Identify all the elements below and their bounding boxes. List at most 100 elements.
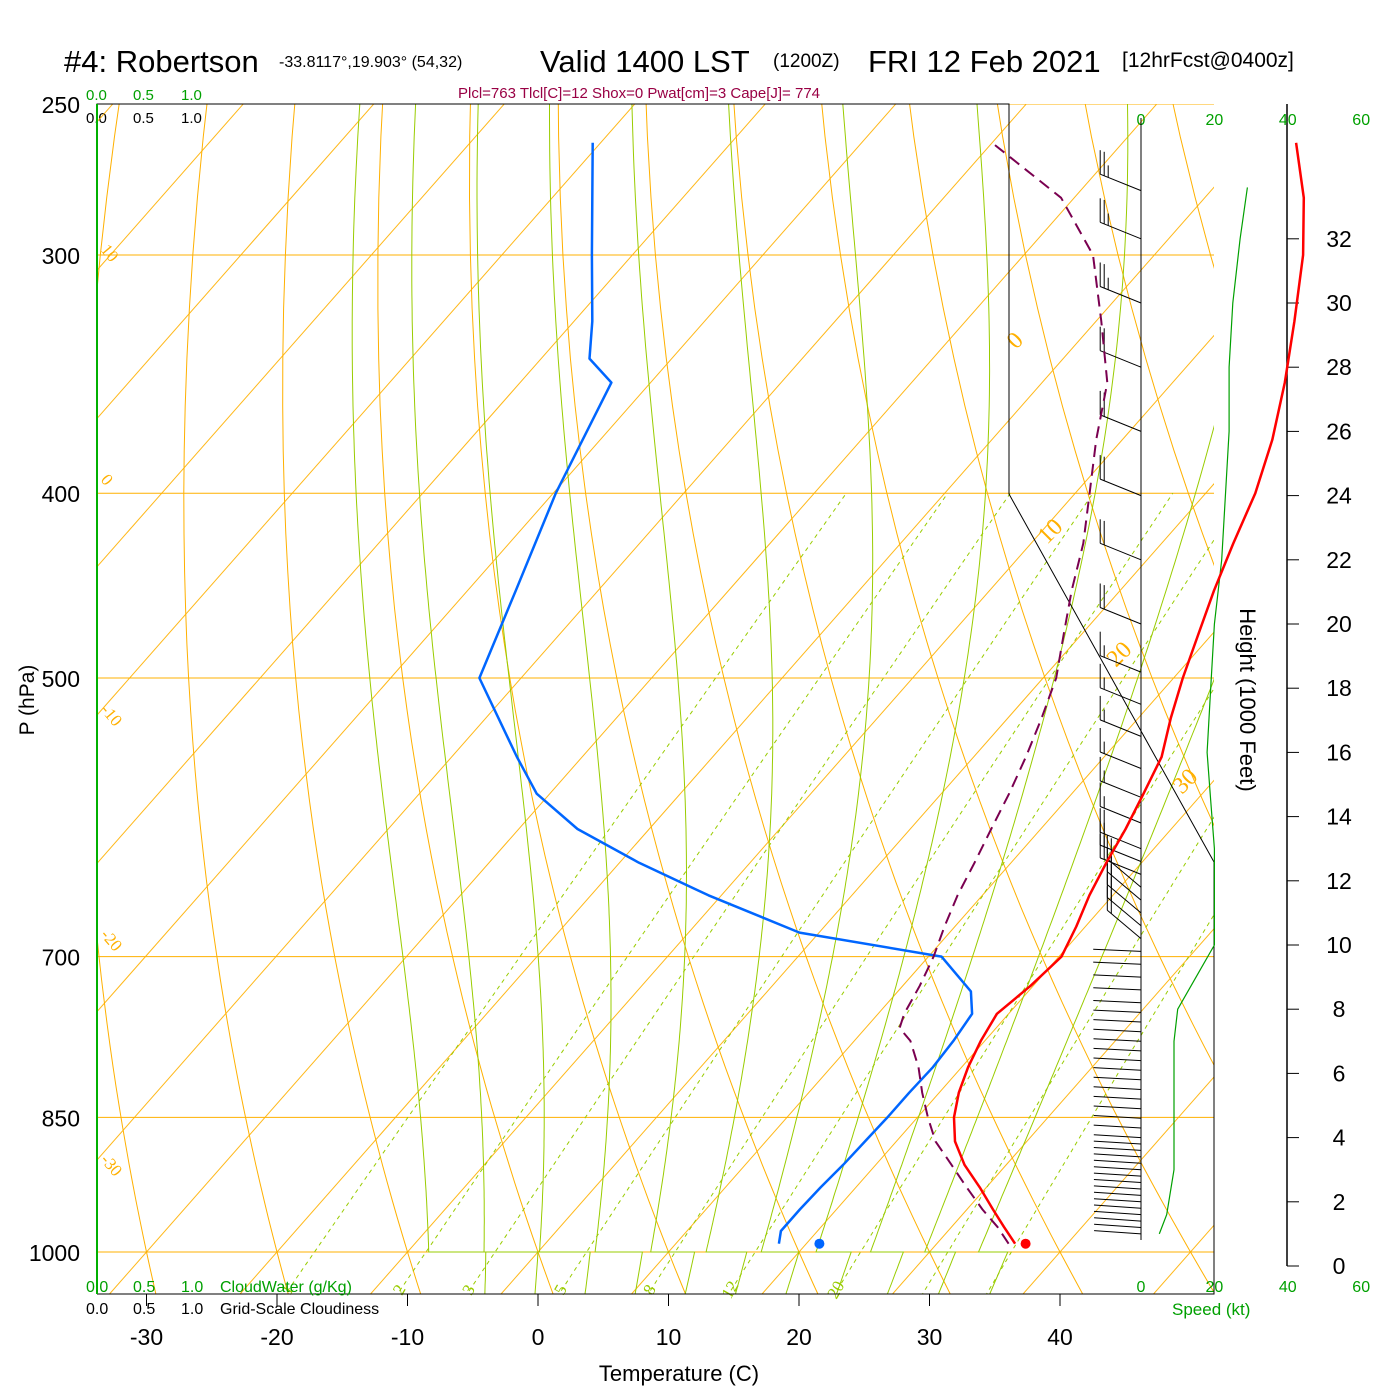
isotherm-line	[97, 104, 244, 271]
height-tick-label: 24	[1326, 483, 1352, 509]
temperature-tick-label: -20	[260, 1324, 293, 1350]
wind-barb	[1093, 1172, 1142, 1177]
dry-adiabat	[1303, 0, 1400, 1316]
isotherm-line	[0, 0, 14, 1294]
wind-barb	[1094, 1230, 1142, 1235]
plot-frame	[96, 103, 1215, 1295]
wind-speed-trace	[1158, 187, 1248, 1235]
wind-barb	[1093, 1191, 1142, 1196]
cloudiness-scale-top-2: 1.0	[181, 110, 202, 127]
height-tick-label: 14	[1326, 804, 1352, 830]
speed-tick-label-top: 20	[1206, 112, 1224, 129]
temperature-tick-label: 0	[532, 1324, 545, 1350]
isotherm-line	[97, 104, 375, 420]
moist-adiabat	[760, 104, 874, 1294]
wind-barb	[1100, 655, 1142, 673]
height-tick-label: 6	[1333, 1060, 1346, 1086]
mixing-ratio-label: 20	[823, 1278, 848, 1302]
moist-adiabat	[411, 104, 539, 1294]
height-tick-label: 32	[1326, 226, 1352, 252]
wind-barb	[1100, 414, 1142, 432]
isotherm-line	[370, 334, 1214, 1294]
mixing-ratio-label: 5	[550, 1281, 571, 1298]
height-tick-label: 18	[1326, 675, 1352, 701]
mixing-ratio-label: 3	[458, 1281, 479, 1298]
wind-barb	[1093, 1057, 1142, 1062]
moist-adiabat	[923, 424, 1214, 1294]
wind-barb	[1093, 1115, 1142, 1119]
moist-adiabat	[869, 104, 1129, 1294]
x-axis-label: Temperature (C)	[599, 1361, 759, 1386]
station-coords: -33.8117°,19.903° (54,32)	[279, 54, 462, 71]
cloudiness-scale-bottom-0: 0.0	[86, 1301, 108, 1318]
valid-time: Valid 1400 LST	[540, 44, 750, 79]
temperature-axis: -30 -20 -10 0 10 20 30 40	[130, 1294, 1073, 1350]
pressure-tick-label: 850	[42, 1105, 80, 1131]
mixing-ratio-line	[921, 816, 1214, 1294]
wind-barb	[1106, 909, 1142, 939]
surface-temperature-marker	[1020, 1238, 1031, 1249]
cloudwater-label: CloudWater (g/Kg)	[220, 1279, 352, 1296]
pressure-tick-label: 700	[42, 945, 80, 971]
pressure-tick-label: 250	[42, 92, 80, 118]
cloud-scale-top: 0.0 0.5 1.0 0.0 0.5 1.0	[86, 87, 202, 127]
isotherm-label: 20	[1102, 637, 1137, 672]
dry-adiabat	[909, 104, 1214, 1067]
wind-barb	[1093, 1210, 1142, 1216]
cloudiness-scale-bottom-2: 1.0	[181, 1301, 203, 1318]
wind-barb	[1100, 350, 1142, 368]
wind-barb	[1106, 871, 1142, 901]
wind-barb	[1093, 1000, 1142, 1004]
pressure-axis: 250 300 400 500 700 850 1000	[29, 92, 80, 1266]
wind-barb	[1093, 1185, 1142, 1190]
dry-adiabat	[468, 104, 687, 1294]
isotherm-label: -10	[97, 700, 126, 730]
wind-barb	[1093, 1009, 1142, 1013]
moist-adiabat	[351, 104, 487, 1294]
mixing-ratio-line	[647, 492, 1174, 1294]
height-axis-label: Height (1000 Feet)	[1235, 608, 1260, 791]
height-tick-label: 8	[1333, 996, 1346, 1022]
dry-adiabat	[97, 104, 157, 1294]
wind-barb	[1106, 884, 1142, 914]
height-tick-label: 12	[1326, 868, 1352, 894]
wind-barb	[1093, 1038, 1142, 1042]
moist-adiabat	[705, 104, 774, 1294]
height-tick-label: 10	[1326, 932, 1352, 958]
isotherm-line	[500, 483, 1214, 1294]
isotherm-line	[97, 104, 636, 716]
height-tick-label: 16	[1326, 739, 1352, 765]
wind-barb	[1093, 1140, 1142, 1145]
isotherm-label: 0	[97, 470, 117, 489]
wind-barb	[1100, 173, 1142, 192]
temperature-tick-label: -10	[391, 1324, 424, 1350]
height-tick-label: 30	[1326, 290, 1352, 316]
cloudwater-scale-bottom-2: 1.0	[181, 1279, 203, 1296]
wind-barb	[1100, 607, 1142, 625]
wind-barb	[1093, 1067, 1142, 1071]
speed-tick-label-bottom: 0	[1137, 1279, 1146, 1296]
y-axis-label: P (hPa)	[16, 665, 39, 736]
temperature-tick-label: 10	[656, 1324, 682, 1350]
wind-barb	[1100, 780, 1142, 798]
cloudwater-scale-top-0: 0.0	[86, 87, 107, 104]
isotherm-line	[0, 0, 145, 1294]
wind-barb	[1093, 1179, 1142, 1183]
dry-adiabat	[282, 104, 422, 1294]
mixing-ratio-line	[466, 492, 1011, 1294]
wind-barb	[1100, 221, 1142, 240]
surface-dewpoint-marker	[814, 1238, 825, 1249]
isotherm-label: 0	[1002, 327, 1029, 354]
wind-barb	[1100, 844, 1142, 862]
sounding-traces	[478, 142, 1306, 1249]
mixing-ratio-line	[834, 687, 1214, 1294]
wind-barb	[1093, 961, 1142, 965]
dry-adiabat	[1084, 104, 1214, 567]
isotherm-line	[761, 779, 1214, 1294]
wind-barb	[1093, 1153, 1142, 1158]
cloudiness-scale-bottom-1: 0.5	[133, 1301, 155, 1318]
wind-barb	[1093, 987, 1142, 991]
cloudwater-scale-top-1: 0.5	[133, 87, 154, 104]
dry-adiabat	[183, 104, 289, 1294]
wind-barb	[1093, 1019, 1142, 1023]
